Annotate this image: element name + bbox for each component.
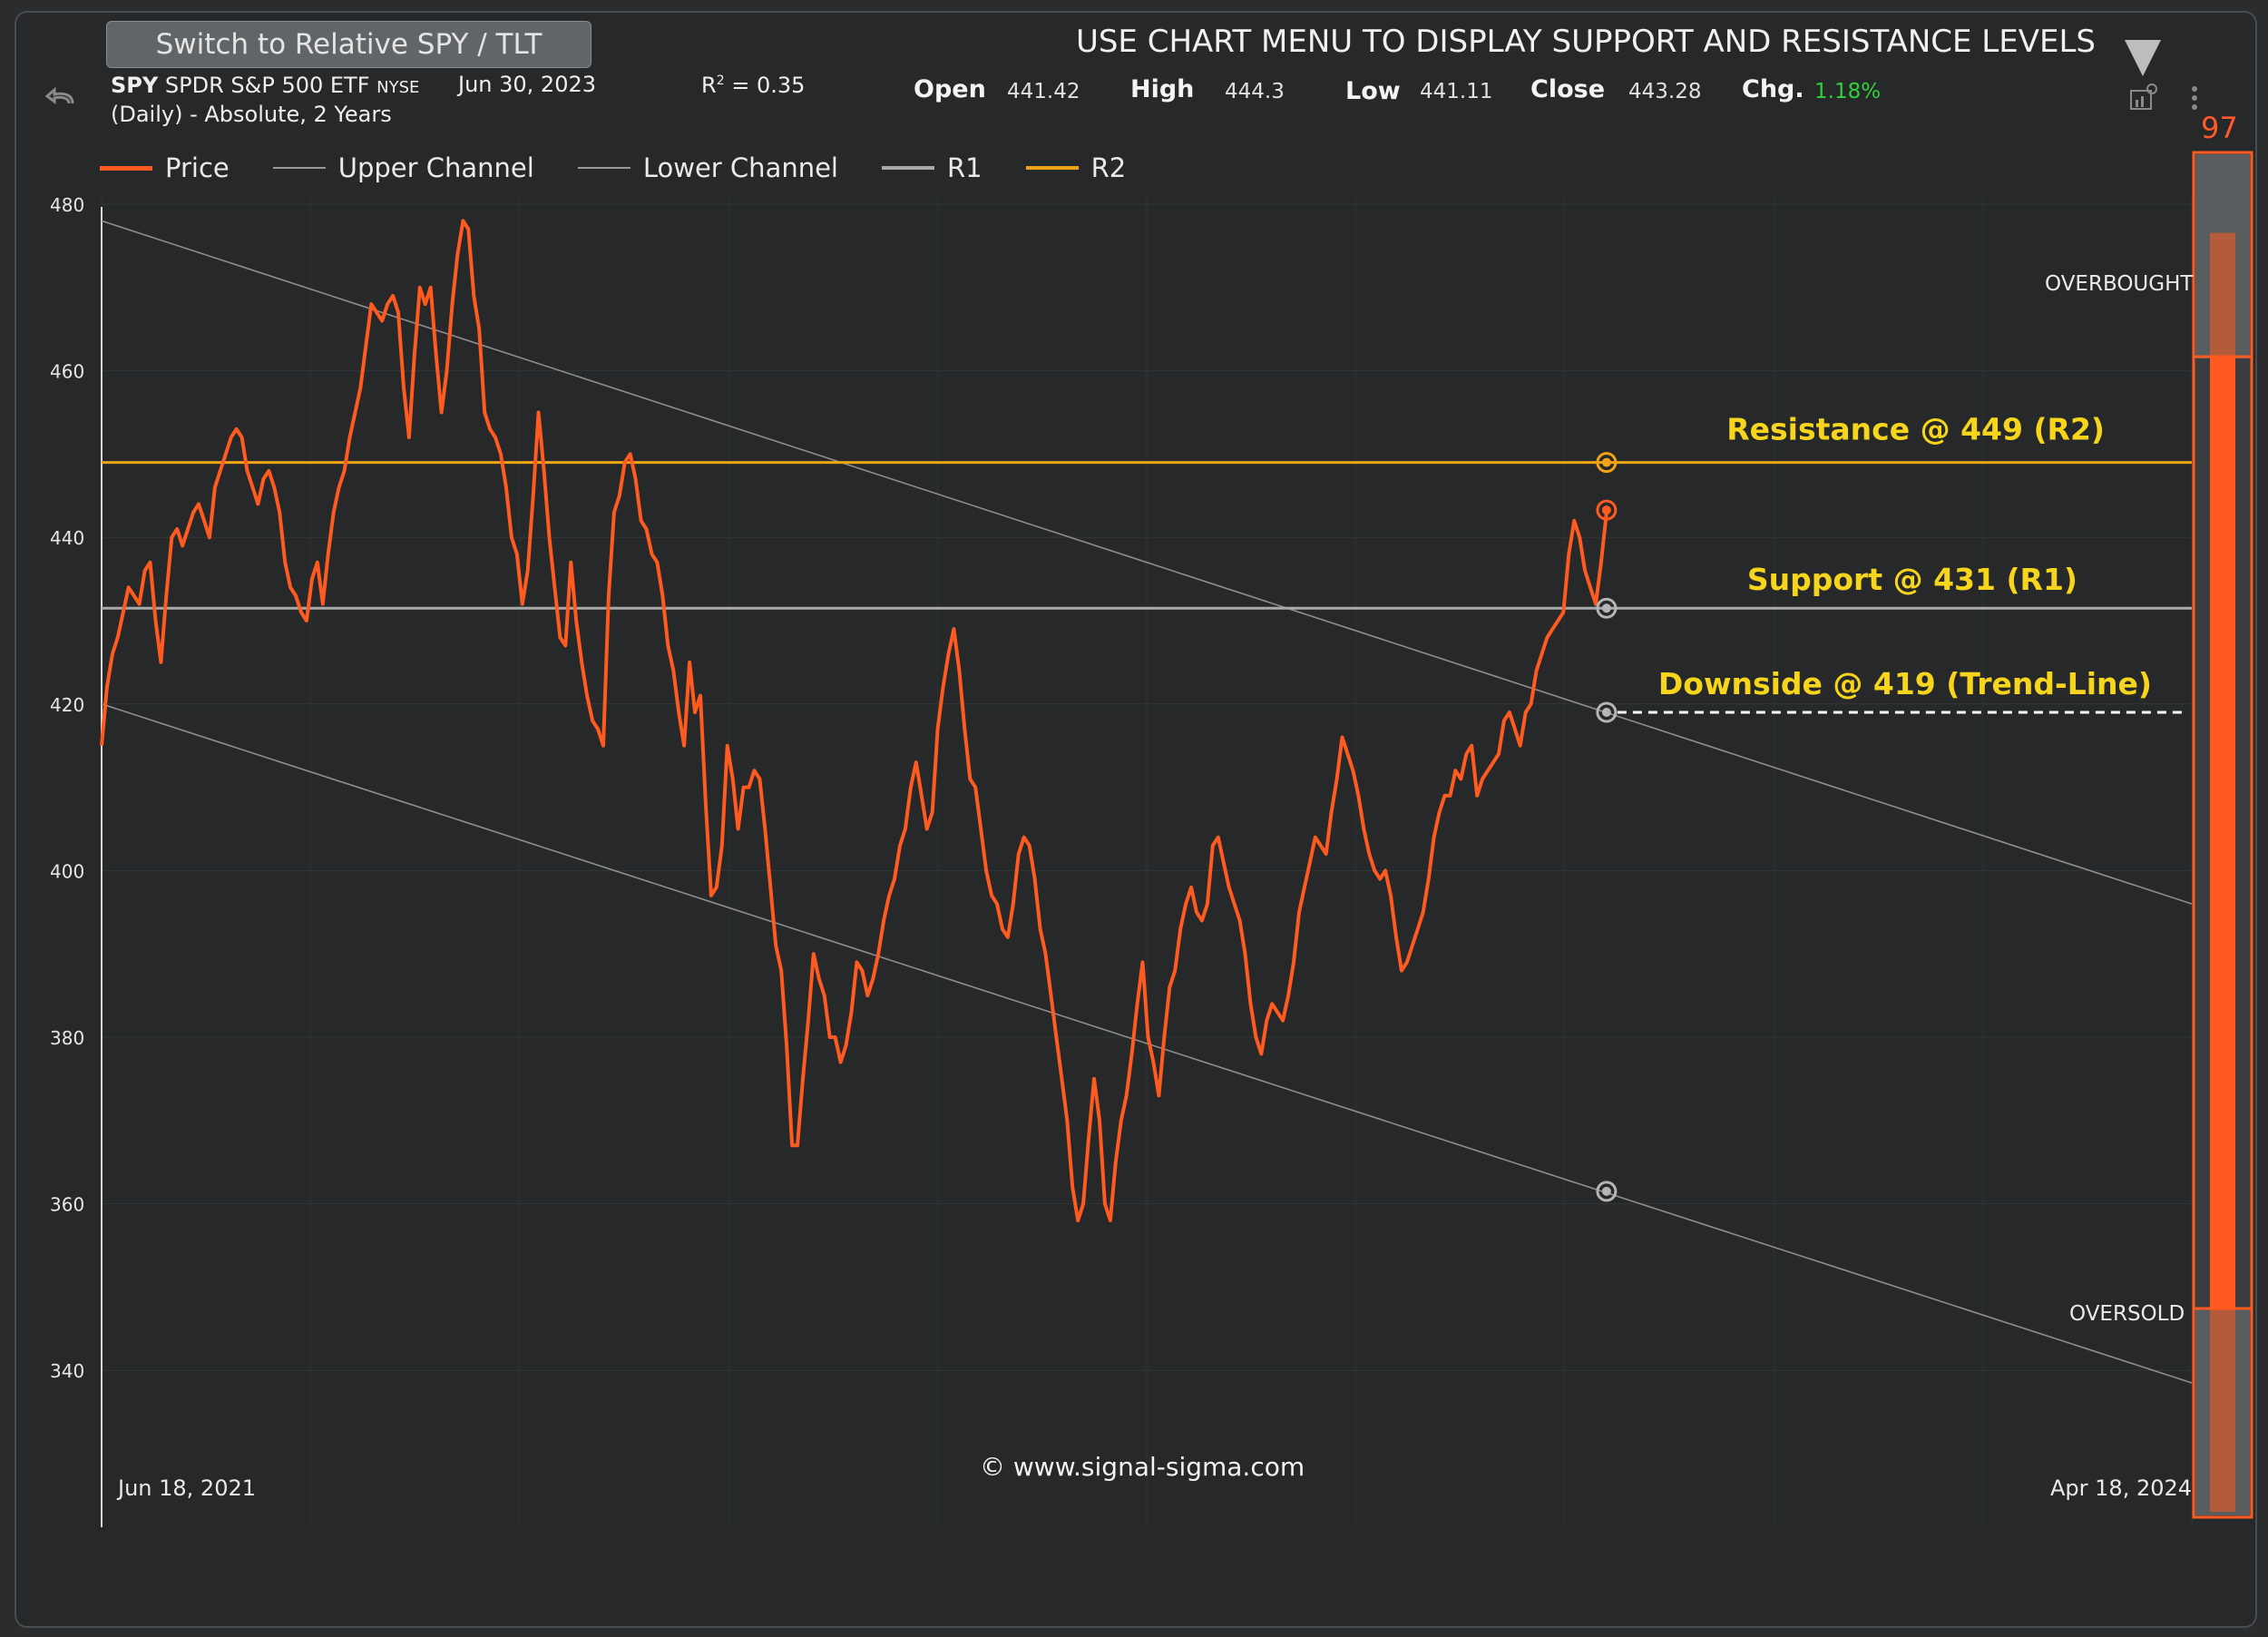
rsi-gauge — [2192, 151, 2253, 1519]
price-line — [100, 219, 1608, 1222]
price-marker-ring — [1596, 499, 1618, 521]
markers — [1596, 452, 1618, 1202]
y-tick-label: 380 — [50, 1027, 84, 1049]
legend-r2[interactable]: R2 — [1025, 152, 1127, 183]
legend-swatch-r2 — [1025, 166, 1079, 170]
legend-swatch-lower — [577, 167, 631, 169]
grid — [101, 195, 2193, 1527]
low-value: 441.11 — [1420, 80, 1493, 103]
y-tick-label: 440 — [50, 527, 84, 549]
rsi-value: 97 — [2201, 111, 2238, 145]
r2-marker — [1601, 457, 1611, 467]
headline: USE CHART MENU TO DISPLAY SUPPORT AND RE… — [1075, 24, 2096, 60]
switch-relative-button[interactable]: Switch to Relative SPY / TLT — [106, 21, 591, 68]
r2-label: R — [701, 73, 717, 98]
r1-marker-ring — [1596, 597, 1618, 619]
r1-marker — [1601, 603, 1611, 613]
chart-panel — [15, 11, 2257, 1628]
legend-label-price: Price — [165, 152, 230, 183]
legend-swatch-r1 — [882, 166, 934, 170]
level-lines — [102, 461, 2192, 714]
y-tick-label: 360 — [50, 1194, 84, 1216]
upper-channel-marker-ring — [1596, 701, 1618, 723]
r2-readout: R2 = 0.35 — [701, 73, 805, 98]
x-end-label: Apr 18, 2024 — [2050, 1475, 2193, 1501]
y-tick-label: 480 — [50, 194, 84, 216]
legend: Price Upper Channel Lower Channel R1 R2 — [100, 152, 1169, 183]
legend-swatch-price — [100, 165, 152, 171]
close-label: Close — [1530, 75, 1606, 103]
date-label: Jun 30, 2023 — [458, 72, 597, 97]
annotation-label: Downside @ 419 (Trend-Line) — [1658, 666, 2152, 701]
exchange: NYSE — [376, 78, 420, 97]
upper-channel-marker — [1601, 707, 1611, 717]
legend-label-r2: R2 — [1090, 152, 1127, 183]
r2-marker-ring — [1596, 452, 1618, 474]
legend-label-lower: Lower Channel — [642, 152, 838, 183]
legend-price[interactable]: Price — [100, 152, 230, 183]
undo-icon[interactable] — [45, 87, 78, 109]
annotations: Resistance @ 449 (R2) Support @ 431 (R1) D… — [1658, 412, 2152, 701]
more-vertical-icon[interactable] — [2188, 85, 2201, 113]
close-value: 443.28 — [1628, 80, 1702, 103]
open-value: 441.42 — [1007, 80, 1080, 103]
legend-r1[interactable]: R1 — [882, 152, 982, 183]
annotation-label: Support @ 431 (R1) — [1747, 562, 2077, 597]
lower-channel-marker-ring — [1596, 1181, 1618, 1202]
ticker: SPY — [111, 73, 159, 98]
low-label: Low — [1345, 77, 1401, 105]
copyright: © www.signal-sigma.com — [980, 1452, 1305, 1482]
y-tick-label: 460 — [50, 361, 84, 383]
lower-channel-line — [101, 703, 2193, 1384]
y-axis: 480 460 440 420 400 380 360 340 — [50, 194, 103, 1527]
legend-swatch-upper — [272, 167, 326, 169]
r2-value: = 0.35 — [731, 73, 806, 98]
legend-upper-channel[interactable]: Upper Channel — [272, 152, 534, 183]
price-marker — [1601, 505, 1611, 515]
y-tick-label: 340 — [50, 1360, 84, 1382]
legend-label-upper: Upper Channel — [337, 152, 534, 183]
chg-value: 1.18% — [1814, 80, 1882, 103]
subtitle: (Daily) - Absolute, 2 Years — [111, 102, 392, 127]
r2-sup: 2 — [716, 74, 725, 88]
lower-channel-marker — [1601, 1186, 1611, 1196]
price-series — [100, 219, 1608, 1222]
overbought-label: OVERBOUGHT — [2045, 272, 2194, 296]
rsi-fill — [2210, 357, 2235, 1309]
security-line: SPY SPDR S&P 500 ETF NYSE — [111, 73, 419, 98]
chart-settings-icon[interactable] — [2128, 82, 2159, 113]
security-name: SPDR S&P 500 ETF — [164, 73, 370, 98]
high-value: 444.3 — [1225, 80, 1285, 103]
y-tick-label: 420 — [50, 694, 84, 716]
legend-lower-channel[interactable]: Lower Channel — [577, 152, 838, 183]
x-start-label: Jun 18, 2021 — [118, 1475, 257, 1501]
chg-label: Chg. — [1742, 75, 1804, 103]
legend-label-r1: R1 — [947, 152, 982, 183]
dropdown-triangle-icon[interactable] — [2125, 40, 2161, 76]
y-tick-label: 400 — [50, 860, 84, 882]
open-label: Open — [914, 75, 986, 103]
oversold-label: OVERSOLD — [2069, 1302, 2185, 1326]
high-label: High — [1130, 75, 1195, 103]
annotation-label: Resistance @ 449 (R2) — [1726, 412, 2105, 447]
